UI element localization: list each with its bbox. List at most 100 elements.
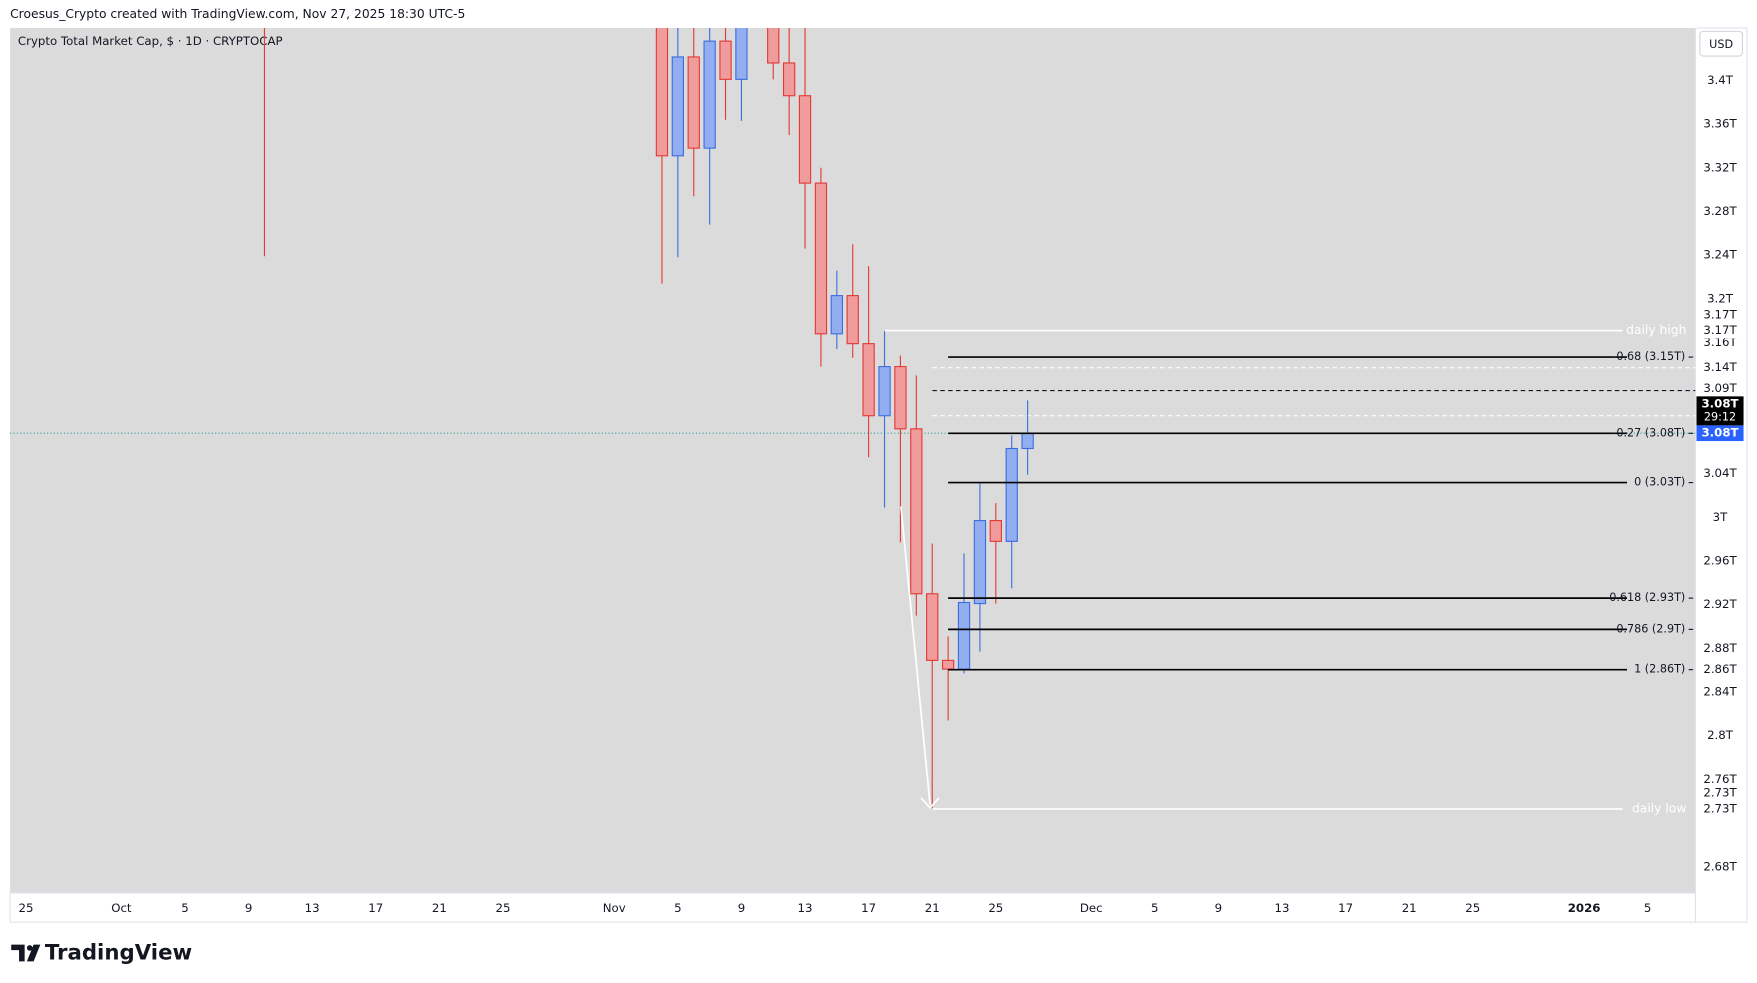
x-tick-label: 17	[1338, 901, 1353, 915]
x-tick-label: 2026	[1568, 901, 1601, 915]
candle-body	[989, 520, 1002, 542]
candle-body	[671, 56, 685, 157]
candle-body	[941, 659, 955, 670]
fib-label: 1 (2.86T)	[1634, 663, 1685, 676]
candle-body	[910, 428, 923, 595]
y-tick-label: 3.28T	[1703, 204, 1737, 218]
price-tag-label: 2.73T	[1703, 801, 1737, 815]
candle-body	[767, 28, 780, 64]
candle-body	[862, 343, 875, 417]
fib-label: -0.68 (3.15T)	[1612, 350, 1685, 363]
price-tag-label: 3.08T	[1702, 426, 1739, 440]
price-tag	[1696, 785, 1744, 802]
candle-body	[878, 366, 891, 417]
x-tick-label: Dec	[1080, 901, 1103, 915]
y-tick-label: 2.84T	[1703, 685, 1737, 699]
x-tick-label: Nov	[603, 901, 626, 915]
logo-text: TradingView	[45, 941, 192, 966]
time-axis	[9, 892, 1696, 923]
marker-label: daily high	[1626, 323, 1686, 337]
candle-body	[687, 56, 700, 149]
candle-body	[798, 95, 812, 184]
y-tick-label: 2.8T	[1707, 728, 1734, 742]
x-tick-label: 17	[861, 901, 876, 915]
y-tick-label: 2.76T	[1703, 772, 1737, 786]
fib-label: -0.27 (3.08T)	[1612, 426, 1685, 439]
fib-label: 0.618 (2.93T)	[1609, 591, 1685, 604]
fib-label: 0 (3.03T)	[1634, 476, 1685, 489]
logo-icon	[11, 944, 41, 962]
candle-body	[926, 593, 939, 661]
candle-body	[1005, 447, 1018, 542]
logo: TradingView	[11, 941, 192, 966]
price-tag	[1696, 307, 1744, 323]
arrow-line	[900, 506, 931, 805]
candle-body	[973, 520, 987, 605]
price-tag	[1696, 359, 1744, 376]
price-tag-label: 2.73T	[1703, 786, 1737, 800]
candle-body	[894, 366, 907, 430]
x-tick-label: 21	[432, 901, 447, 915]
symbol-title: Crypto Total Market Cap, $ · 1D · CRYPTO…	[18, 34, 283, 48]
y-tick-label: 3.2T	[1707, 291, 1734, 305]
candle-body	[735, 28, 748, 80]
candle-body	[782, 62, 796, 97]
price-tag	[1696, 801, 1744, 817]
candle-body	[830, 295, 843, 335]
x-tick-label: 5	[674, 901, 681, 915]
x-tick-label: 21	[925, 901, 940, 915]
price-tag-label: 3.17T	[1703, 323, 1737, 337]
x-tick-label: 5	[1644, 901, 1651, 915]
y-tick-label: 3.32T	[1703, 160, 1737, 174]
y-tick-label: 3.24T	[1703, 248, 1737, 262]
candle-body	[655, 28, 669, 157]
y-tick-label: 2.96T	[1703, 554, 1737, 568]
y-tick-label: 3.36T	[1703, 117, 1737, 131]
currency: USD	[1709, 38, 1733, 51]
price-tag	[1696, 425, 1744, 442]
candle-body	[846, 295, 859, 345]
y-tick-label: 2.92T	[1703, 597, 1737, 611]
price-tag-label: 3.08T	[1702, 397, 1739, 411]
marker-label: daily low	[1632, 801, 1686, 815]
price-axis	[1694, 27, 1748, 923]
y-tick-label: 3.04T	[1703, 466, 1737, 480]
price-tag-countdown: 29:12	[1704, 411, 1736, 424]
candle-body	[703, 40, 716, 149]
price-tag	[1696, 322, 1744, 339]
x-tick-label: 21	[1402, 901, 1417, 915]
credit: Croesus_Crypto created with TradingView.…	[10, 7, 465, 21]
x-tick-label: 13	[1275, 901, 1290, 915]
price-tag-label: 3.14T	[1703, 360, 1737, 374]
currency-button[interactable]	[1699, 30, 1743, 57]
candle-body	[814, 182, 828, 335]
price-tag-label: 3.17T	[1703, 307, 1737, 321]
price-tag	[1696, 396, 1744, 426]
candle-body	[719, 40, 732, 80]
y-tick-label: 3.16T	[1703, 335, 1737, 349]
x-tick-label: 25	[495, 901, 510, 915]
arrow-head	[920, 797, 940, 810]
y-tick-label: 2.88T	[1703, 641, 1737, 655]
price-tag-label: 2.86T	[1703, 662, 1737, 676]
x-tick-label: 13	[798, 901, 813, 915]
logo-dot	[26, 945, 33, 951]
x-tick-label: 25	[988, 901, 1003, 915]
candle-body	[957, 601, 971, 670]
x-tick-label: 5	[1151, 901, 1158, 915]
x-tick-label: 25	[19, 901, 34, 915]
candle-body	[1021, 432, 1034, 450]
x-tick-label: Oct	[111, 901, 132, 915]
y-tick-label: 2.68T	[1703, 859, 1737, 873]
plot-area	[10, 28, 1696, 894]
x-tick-label: 5	[181, 901, 188, 915]
price-tag	[1696, 380, 1744, 397]
x-tick-label: 9	[1215, 901, 1222, 915]
x-tick-label: 9	[245, 901, 252, 915]
x-tick-label: 25	[1465, 901, 1480, 915]
y-tick-label: 3.4T	[1707, 73, 1734, 87]
price-tag	[1696, 661, 1744, 678]
y-tick-label: 3T	[1713, 510, 1728, 524]
price-tag-label: 3.09T	[1703, 381, 1737, 395]
